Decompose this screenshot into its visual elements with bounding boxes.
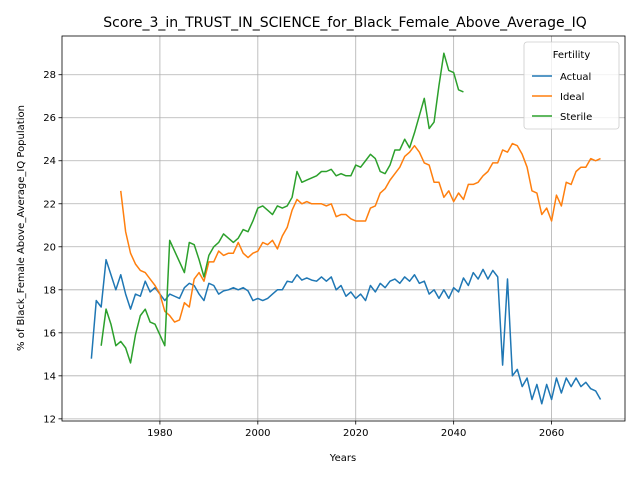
- series-line-sterile: [100, 52, 464, 364]
- series-line-ideal: [120, 142, 601, 323]
- y-axis-ticks: 12 14 16 18 20 22 24 26 28: [43, 70, 62, 425]
- x-tick-label-2000: 2000: [245, 428, 270, 439]
- y-tick-label-12: 12: [43, 414, 56, 425]
- x-tick-label-1980: 1980: [147, 428, 172, 439]
- y-tick-label-28: 28: [43, 70, 56, 81]
- series-lines: [90, 52, 602, 405]
- plot-frame: [61, 35, 626, 422]
- series-line-actual: [90, 258, 602, 405]
- y-tick-label-22: 22: [43, 199, 56, 210]
- x-axis-label: Years: [329, 453, 356, 464]
- legend-box: [523, 41, 620, 130]
- y-tick-label-20: 20: [43, 242, 56, 253]
- y-tick-label-24: 24: [43, 156, 56, 167]
- legend-title: Fertility: [553, 50, 591, 61]
- y-axis-label: % of Black_Female Above_Average_IQ Popul…: [16, 105, 27, 351]
- x-tick-label-2040: 2040: [441, 428, 466, 439]
- y-tick-label-16: 16: [43, 328, 56, 339]
- y-tick-label-14: 14: [43, 371, 56, 382]
- y-tick-label-18: 18: [43, 285, 56, 296]
- legend-label-ideal: Ideal: [560, 92, 584, 103]
- legend: Fertility Actual Ideal Sterile: [523, 41, 620, 130]
- x-tick-label-2060: 2060: [539, 428, 564, 439]
- legend-label-sterile: Sterile: [560, 112, 592, 123]
- x-axis-ticks: 1980 2000 2020 2040 2060: [147, 421, 564, 439]
- legend-label-actual: Actual: [560, 72, 591, 83]
- chart-title: Score_3_in_TRUST_IN_SCIENCE_for_Black_Fe…: [103, 15, 587, 31]
- x-tick-label-2020: 2020: [343, 428, 368, 439]
- y-tick-label-26: 26: [43, 113, 56, 124]
